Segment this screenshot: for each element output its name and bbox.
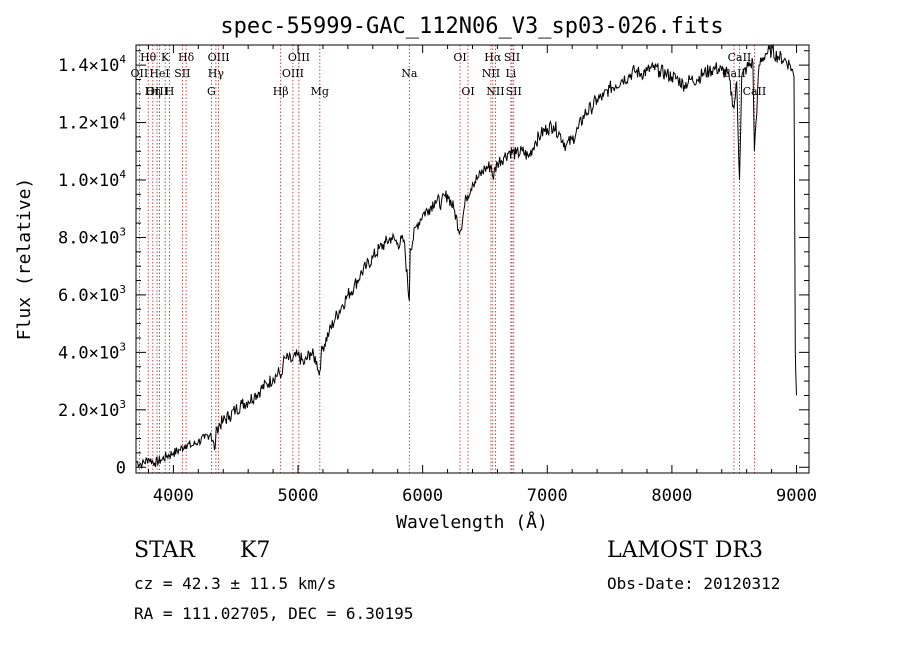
object-subclass: K7 bbox=[240, 538, 271, 563]
x-tick-label: 6000 bbox=[402, 486, 443, 506]
flux-series-line bbox=[135, 43, 797, 469]
y-tick-label: 1.0×104 bbox=[58, 168, 126, 191]
spectral-line-label: K bbox=[161, 51, 170, 64]
y-tick-mantissa: 4.0×10 bbox=[58, 343, 119, 363]
chart-title: spec-55999-GAC_112N06_V3_sp03-026.fits bbox=[220, 14, 723, 39]
spectral-line-label: Mg bbox=[311, 85, 329, 98]
y-tick-exponent: 3 bbox=[119, 225, 126, 238]
y-tick-exponent: 3 bbox=[119, 398, 126, 411]
spectral-line-label: G bbox=[207, 85, 216, 98]
y-tick-exponent: 3 bbox=[119, 340, 126, 353]
spectral-line-label: Hη bbox=[145, 85, 161, 98]
x-tick-label: 7000 bbox=[527, 486, 568, 506]
y-tick-exponent: 3 bbox=[119, 283, 126, 296]
x-axis-label: Wavelength (Å) bbox=[396, 511, 548, 533]
spectral-line-label: SII bbox=[506, 85, 522, 98]
spectral-line-label: OIII bbox=[146, 85, 168, 98]
spectral-line-label: OI bbox=[461, 85, 474, 98]
spectral-line-label: Hβ bbox=[273, 85, 289, 98]
y-tick-mantissa: 6.0×10 bbox=[58, 286, 119, 306]
y-tick-label: 6.0×103 bbox=[58, 283, 126, 306]
y-tick-label: 1.4×104 bbox=[58, 53, 126, 76]
spectral-line-label: Hδ bbox=[178, 51, 195, 64]
spectral-line-label: OI bbox=[453, 51, 466, 64]
x-tick-label: 9000 bbox=[776, 486, 817, 506]
spectral-line-label: HeI bbox=[149, 67, 169, 80]
x-tick-label: 5000 bbox=[278, 486, 319, 506]
spectral-line-label: CaII bbox=[722, 67, 746, 80]
spectral-line-label: OII bbox=[131, 67, 149, 80]
spectral-line-label: OIII bbox=[282, 67, 304, 80]
spectral-line-label: Hθ bbox=[140, 51, 157, 64]
y-tick-label: 8.0×103 bbox=[58, 225, 126, 248]
spectral-line-label: OIII bbox=[288, 51, 310, 64]
spectral-line-label: NII bbox=[486, 85, 504, 98]
y-tick-label: 4.0×103 bbox=[58, 340, 126, 363]
observation-date: Obs-Date: 20120312 bbox=[607, 574, 781, 593]
y-axis: 02.0×1034.0×1036.0×1038.0×1031.0×1041.2×… bbox=[58, 50, 809, 478]
spectral-line-label: NII bbox=[482, 67, 500, 80]
spectral-line-label: OIII bbox=[208, 51, 230, 64]
spectral-line-label: CaII bbox=[743, 85, 767, 98]
y-axis-label: Flux (relative) bbox=[14, 178, 35, 341]
coordinates: RA = 111.02705, DEC = 6.30195 bbox=[134, 604, 414, 623]
y-tick-mantissa: 1.0×10 bbox=[58, 171, 119, 191]
y-tick-exponent: 4 bbox=[119, 168, 126, 181]
spectral-line-label: Hα bbox=[484, 51, 502, 64]
object-class: STAR bbox=[134, 538, 195, 563]
spectral-line-label: H bbox=[165, 85, 175, 98]
y-tick-mantissa: 1.2×10 bbox=[58, 114, 119, 134]
y-tick-mantissa: 2.0×10 bbox=[58, 401, 119, 421]
spectral-line-label: Hγ bbox=[208, 67, 225, 80]
x-tick-label: 4000 bbox=[153, 486, 194, 506]
spectral-line-label: Li bbox=[505, 67, 516, 80]
y-tick-mantissa: 0 bbox=[116, 458, 126, 478]
y-tick-mantissa: 1.4×10 bbox=[58, 56, 119, 76]
spectral-line-label: CaII bbox=[728, 51, 752, 64]
y-tick-mantissa: 8.0×10 bbox=[58, 228, 119, 248]
spectral-line-label: Na bbox=[401, 67, 418, 80]
redshift-velocity: cz = 42.3 ± 11.5 km/s bbox=[134, 574, 337, 593]
y-tick-label: 2.0×103 bbox=[58, 398, 126, 421]
spectral-line-label: SII bbox=[504, 51, 520, 64]
x-tick-label: 8000 bbox=[651, 486, 692, 506]
x-axis: 4000 5000 6000 7000 8000 9000 bbox=[147, 45, 817, 506]
spectral-line-label: SII bbox=[174, 67, 190, 80]
y-tick-label: 0 bbox=[116, 458, 126, 478]
y-tick-exponent: 4 bbox=[119, 53, 126, 66]
survey-label: LAMOST DR3 bbox=[607, 538, 763, 563]
y-tick-exponent: 4 bbox=[119, 111, 126, 124]
y-tick-label: 1.2×104 bbox=[58, 111, 126, 134]
